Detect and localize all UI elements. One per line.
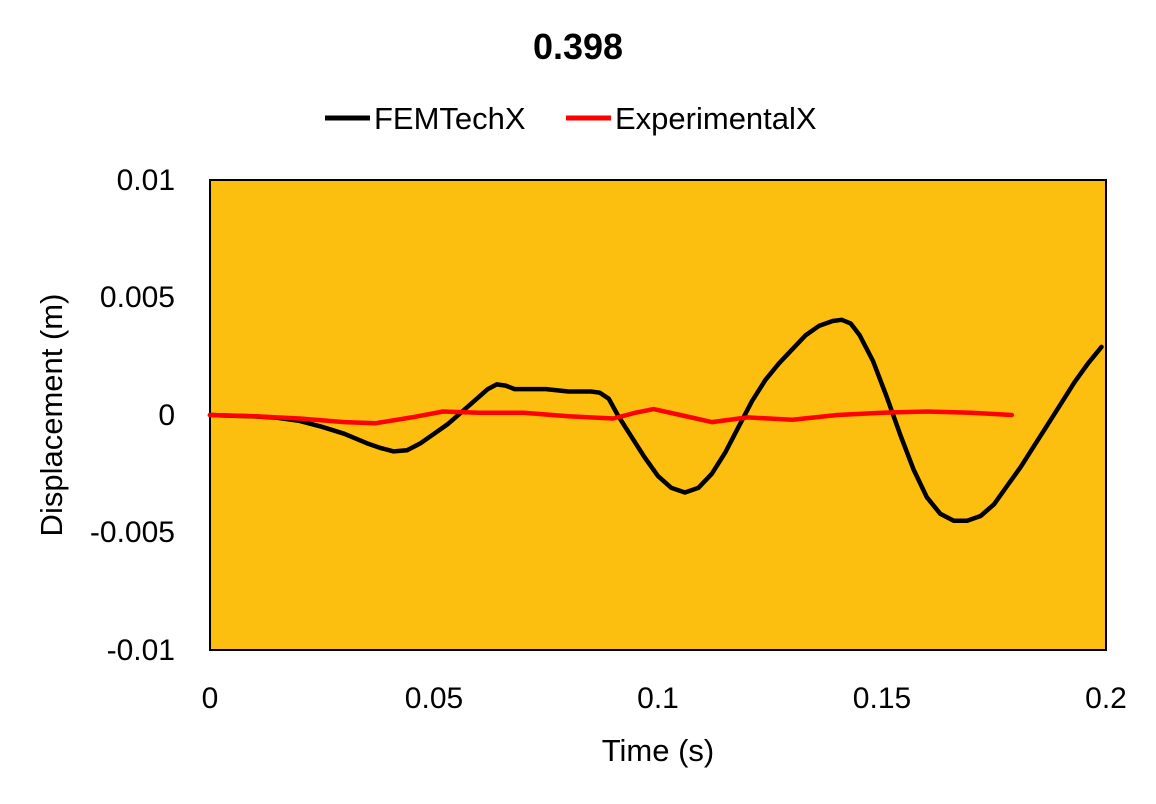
legend-label-experimentalx: ExperimentalX: [615, 101, 817, 136]
x-tick-label: 0.05: [405, 682, 463, 715]
x-tick-label: 0.2: [1085, 682, 1127, 715]
y-tick-label: 0.01: [117, 164, 175, 197]
y-axis-ticks: 0.01 0.005 0 -0.005 -0.01: [90, 164, 175, 667]
x-axis-ticks: 0 0.05 0.1 0.15 0.2: [202, 682, 1127, 715]
x-tick-label: 0.1: [637, 682, 679, 715]
series-line-experimentalx: [207, 406, 1015, 426]
y-tick-label: -0.005: [90, 516, 175, 549]
legend-label-femtechx: FEMTechX: [374, 101, 526, 136]
y-tick-label: 0: [158, 399, 175, 432]
legend: FEMTechX ExperimentalX: [325, 101, 817, 136]
x-tick-label: 0.15: [853, 682, 911, 715]
x-axis-label: Time (s): [602, 733, 715, 768]
y-axis-label: Displacement (m): [34, 294, 69, 537]
series-line-femtechx: [207, 317, 1104, 524]
y-tick-label: -0.01: [107, 634, 175, 667]
x-tick-label: 0: [202, 682, 219, 715]
series-layer: [207, 317, 1104, 524]
y-tick-label: 0.005: [100, 281, 175, 314]
chart-title: 0.398: [533, 26, 623, 67]
plot-area: [209, 179, 1107, 651]
